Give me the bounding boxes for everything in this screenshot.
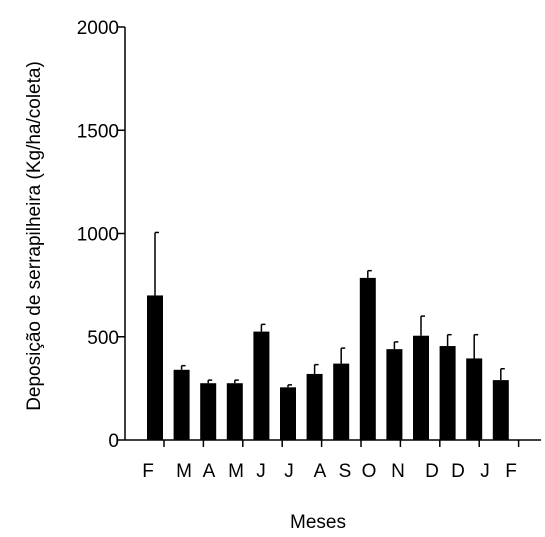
y-axis-ticks: 0 500 1000 1500 2000	[77, 18, 125, 452]
x-tick-label: D	[425, 461, 439, 482]
bar	[306, 373, 323, 440]
x-tick-label: F	[142, 461, 154, 482]
x-tick-label: F	[505, 461, 517, 482]
x-tick-label: J	[284, 461, 294, 482]
x-tick-label: S	[339, 461, 352, 482]
x-tick-label: A	[203, 461, 216, 482]
bar	[226, 383, 243, 440]
y-axis-title: Deposição de serrapilheira (Kg/ha/coleta…	[24, 61, 45, 411]
bar	[333, 363, 350, 440]
x-tick-label: D	[451, 461, 465, 482]
x-tick-label: M	[176, 461, 192, 482]
bar	[147, 295, 163, 440]
x-tick-label: A	[314, 461, 327, 482]
y-tick-label: 500	[87, 328, 119, 349]
x-tick-label: J	[480, 461, 490, 482]
axes	[124, 27, 541, 441]
x-tick-label: O	[362, 461, 377, 482]
bar	[200, 383, 217, 440]
y-tick-label: 1000	[77, 225, 119, 246]
bars-group	[147, 231, 509, 440]
y-tick-label: 1500	[77, 121, 119, 142]
bar	[413, 335, 429, 440]
bar	[359, 277, 376, 440]
bar	[466, 358, 483, 440]
bar	[280, 387, 296, 440]
bar	[253, 331, 270, 440]
bar	[386, 349, 403, 440]
y-tick-label: 0	[108, 431, 119, 452]
x-tick-label: J	[256, 461, 266, 482]
x-tick-label: N	[391, 461, 405, 482]
bar	[173, 369, 190, 440]
bar	[492, 380, 509, 440]
y-tick-label: 2000	[77, 18, 119, 39]
bar	[439, 346, 456, 440]
x-axis-title: Meses	[290, 512, 346, 533]
x-tick-label: M	[228, 461, 244, 482]
